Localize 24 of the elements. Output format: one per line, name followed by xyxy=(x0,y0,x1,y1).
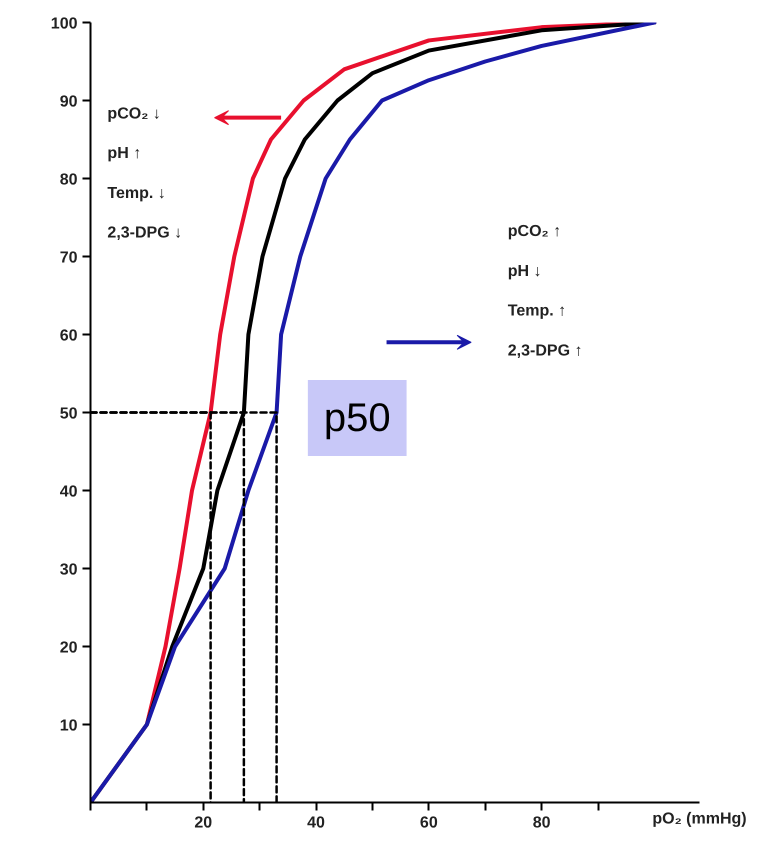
annotation: pH ↑ xyxy=(107,145,142,162)
y-tick-label: 10 xyxy=(60,718,78,734)
y-tick-label: 100 xyxy=(50,16,78,32)
y-tick-label: 40 xyxy=(60,484,78,500)
x-tick-label: 60 xyxy=(420,814,438,832)
annotation: pCO₂ ↑ xyxy=(508,223,562,240)
annotation: pCO₂ ↓ xyxy=(107,105,161,122)
x-tick-label: 20 xyxy=(194,814,212,832)
y-tick-label: 80 xyxy=(60,172,78,188)
x-axis-title: pO₂ (mmHg) xyxy=(652,810,747,828)
annotation: 2,3-DPG ↓ xyxy=(107,224,182,242)
annotation: pH ↓ xyxy=(508,262,542,280)
annotation: Temp. ↑ xyxy=(508,302,566,320)
annotation: p50 xyxy=(324,396,391,440)
y-tick-label: 70 xyxy=(60,250,78,266)
y-tick-label: 20 xyxy=(60,640,78,656)
y-tick-label: 50 xyxy=(60,406,78,422)
y-tick-label: 90 xyxy=(60,94,78,110)
y-tick-label: 30 xyxy=(60,562,78,578)
annotation: Temp. ↓ xyxy=(107,184,166,202)
annotation: 2,3-DPG ↑ xyxy=(508,342,582,360)
x-tick-label: 40 xyxy=(307,814,326,832)
y-tick-label: 60 xyxy=(60,328,78,344)
x-tick-label: 80 xyxy=(532,814,551,832)
